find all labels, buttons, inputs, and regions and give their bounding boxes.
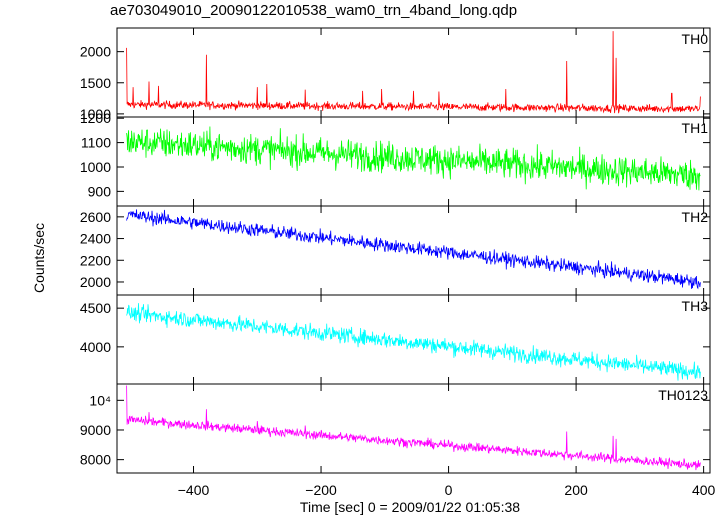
x-tick-label: 0 <box>445 482 453 498</box>
y-tick-label: 4500 <box>80 300 111 316</box>
panel-label-th2: TH2 <box>682 209 709 225</box>
y-tick-label: 900 <box>88 183 112 199</box>
y-tick-label: 2000 <box>80 274 111 290</box>
panel-frame-th0123 <box>116 383 711 474</box>
y-tick-label: 4000 <box>80 339 111 355</box>
y-tick-label: 2400 <box>80 231 111 247</box>
x-tick-label: −400 <box>178 482 210 498</box>
series-line-th1 <box>126 126 701 191</box>
panel-label-th0: TH0 <box>682 31 709 47</box>
series-line-th2 <box>126 209 701 290</box>
chart-title: ae703049010_20090122010538_wam0_trn_4ban… <box>110 2 518 19</box>
x-tick-label: −200 <box>305 482 337 498</box>
panels-group: 100015002000TH0900100011001200TH12000220… <box>80 27 716 498</box>
y-tick-label: 2000 <box>80 44 111 60</box>
y-tick-label: 1000 <box>80 159 111 175</box>
y-tick-label: 10⁴ <box>89 392 111 408</box>
panel-frame-th3 <box>116 294 711 385</box>
y-tick-label: 1200 <box>80 110 111 126</box>
x-tick-label: 400 <box>692 482 716 498</box>
panel-label-th3: TH3 <box>682 298 709 314</box>
y-tick-label: 2200 <box>80 252 111 268</box>
panel-label-th0123: TH0123 <box>658 387 708 403</box>
y-tick-label: 9000 <box>80 422 111 438</box>
series-line-th0123 <box>126 385 701 471</box>
panel-frame-th1 <box>116 116 711 207</box>
x-tick-label: 200 <box>564 482 588 498</box>
y-axis-label: Counts/sec <box>31 223 47 293</box>
y-tick-label: 2600 <box>80 209 111 225</box>
panel-label-th1: TH1 <box>682 120 709 136</box>
x-axis-label: Time [sec] 0 = 2009/01/22 01:05:38 <box>300 499 520 515</box>
y-tick-label: 1100 <box>81 135 111 151</box>
y-tick-label: 1500 <box>80 75 111 91</box>
y-tick-label: 1000 <box>80 106 111 122</box>
series-line-th0 <box>126 31 701 114</box>
series-line-th3 <box>126 303 701 381</box>
y-tick-label: 8000 <box>80 452 111 468</box>
